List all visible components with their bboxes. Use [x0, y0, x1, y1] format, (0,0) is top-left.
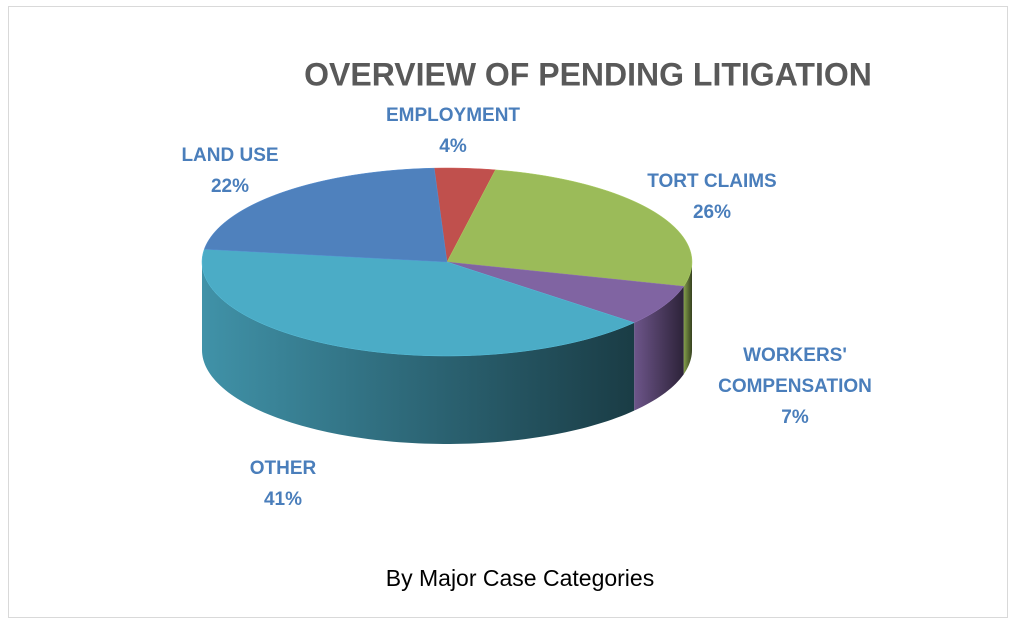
- slice-side: [202, 262, 635, 444]
- value-label: 4%: [439, 136, 467, 157]
- category-label: TORT CLAIMS: [647, 171, 777, 192]
- data-label: WORKERS' COMPENSATION 7%: [705, 340, 885, 433]
- category-label: EMPLOYMENT: [385, 105, 521, 126]
- chart-subtitle: By Major Case Categories: [386, 565, 654, 591]
- value-label: 22%: [210, 176, 250, 197]
- chart-frame: [8, 6, 1008, 618]
- data-label: OTHER 41%: [183, 453, 383, 515]
- data-label: TORT CLAIMS 26%: [612, 166, 812, 228]
- data-label: LAND USE 22%: [130, 140, 330, 202]
- category-label: OTHER: [249, 458, 317, 479]
- slice: [201, 248, 635, 357]
- value-label: 41%: [263, 489, 303, 510]
- slice: [433, 167, 496, 263]
- category-label: LAND USE: [181, 145, 279, 166]
- slice-side: [683, 262, 692, 375]
- value-label: 26%: [692, 202, 732, 223]
- category-label: WORKERS' COMPENSATION: [718, 345, 872, 397]
- data-label: EMPLOYMENT 4%: [353, 100, 553, 162]
- slice: [446, 169, 693, 287]
- slice-side: [634, 286, 684, 411]
- value-label: 7%: [781, 407, 809, 428]
- slice: [446, 261, 685, 323]
- chart-title: OVERVIEW OF PENDING LITIGATION: [304, 56, 872, 92]
- slice: [203, 167, 448, 263]
